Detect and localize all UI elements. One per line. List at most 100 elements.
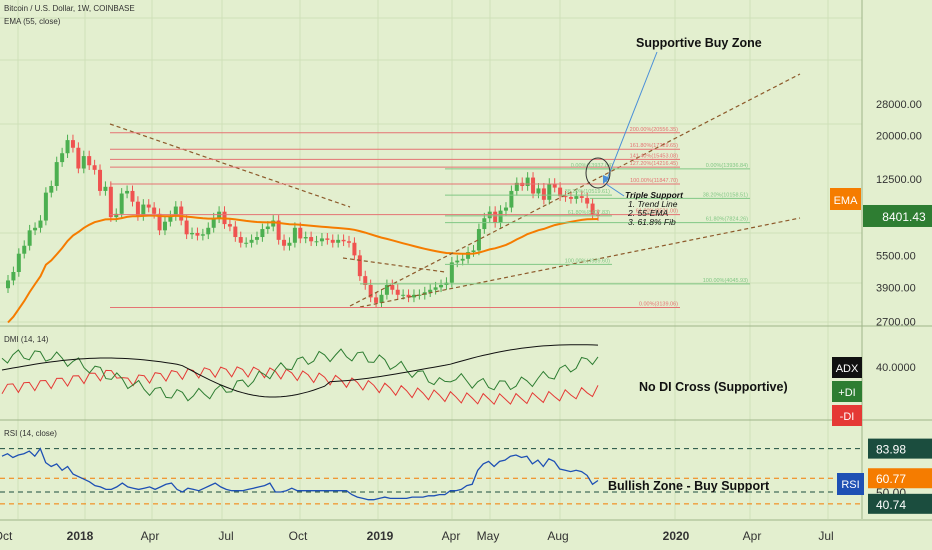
fib-label: 141.40%(15453.08) xyxy=(630,153,678,159)
rsi-level-badge xyxy=(868,468,932,489)
candle xyxy=(460,258,465,261)
candle xyxy=(292,227,297,243)
candle xyxy=(384,284,389,295)
triple-support-text: Triple Support xyxy=(625,190,684,200)
minus-di-line xyxy=(1,366,599,406)
candle xyxy=(265,226,270,230)
dmi-badge xyxy=(832,357,862,378)
candle xyxy=(363,276,368,285)
x-tick: Apr xyxy=(141,529,160,543)
candle xyxy=(190,232,195,235)
candle xyxy=(298,227,303,239)
candle xyxy=(525,177,530,186)
candle xyxy=(558,187,563,197)
rsi-badge-text: RSI xyxy=(841,479,859,491)
candle xyxy=(76,147,81,169)
candle xyxy=(401,294,406,296)
x-tick: Apr xyxy=(743,529,762,543)
candle xyxy=(162,221,167,231)
candle xyxy=(563,196,568,198)
dmi-badge-text: ADX xyxy=(836,363,859,375)
dmi-badge-text: +DI xyxy=(838,387,855,399)
rsi-level-badge xyxy=(868,438,932,459)
price-tick: 12500.00 xyxy=(876,174,922,186)
candle xyxy=(157,213,162,231)
last-price-badge xyxy=(863,204,932,227)
candle xyxy=(428,289,433,293)
fib-label: 0.00%(3139.06) xyxy=(639,302,678,308)
rsi-line xyxy=(1,447,599,501)
fib-label: 161.80%(17229.65) xyxy=(630,143,678,149)
rsi-level-badge xyxy=(868,493,932,514)
candle xyxy=(503,207,508,211)
candle xyxy=(108,186,113,218)
candle xyxy=(206,227,211,235)
dmi-annotation: No DI Cross (Supportive) xyxy=(639,380,788,394)
candle xyxy=(249,239,254,243)
candle xyxy=(38,220,43,228)
candle xyxy=(200,234,205,236)
x-tick: Oct xyxy=(289,529,308,543)
fib-label: 38.20%(10519.61) xyxy=(565,189,610,195)
candle xyxy=(287,242,292,246)
candle xyxy=(379,294,384,303)
fib-label: 200.00%(20556.35) xyxy=(630,127,678,133)
candle xyxy=(179,206,184,221)
candle xyxy=(227,224,232,227)
candle xyxy=(103,186,108,191)
price-tick: 3900.00 xyxy=(876,282,916,294)
candle xyxy=(547,183,552,200)
candle xyxy=(27,230,32,246)
candle xyxy=(6,280,10,289)
candle xyxy=(22,245,27,254)
candle xyxy=(92,165,97,170)
dmi-badge xyxy=(832,405,862,426)
candle xyxy=(125,190,130,194)
candle xyxy=(482,218,487,230)
candle xyxy=(135,201,140,217)
candle xyxy=(568,197,573,199)
x-tick: 2019 xyxy=(367,529,394,543)
candle xyxy=(238,237,243,243)
grid xyxy=(0,0,862,519)
candle xyxy=(493,211,498,223)
rsi-pane[interactable]: Bullish Zone - Buy Support xyxy=(0,447,862,505)
trend-line xyxy=(359,217,801,308)
x-tick: Jul xyxy=(218,529,233,543)
last-price-text: 8401.43 xyxy=(882,210,926,224)
price-pane[interactable]: 200.00%(20556.35) 161.80%(17229.65) 141.40… xyxy=(6,36,801,324)
fib-label: 61.80%(8407.83) xyxy=(568,210,610,216)
candle xyxy=(347,241,352,243)
dmi-badge-text: -DI xyxy=(840,411,855,423)
price-tick: 20000.00 xyxy=(876,130,922,142)
candle xyxy=(119,193,124,214)
x-tick: 2018 xyxy=(67,529,94,543)
candle xyxy=(152,207,157,214)
trend-line xyxy=(342,257,446,273)
candle xyxy=(411,294,416,298)
rsi-level-text: 40.74 xyxy=(876,498,906,512)
ema-legend: EMA (55, close) xyxy=(4,17,61,26)
x-tick: Apr xyxy=(442,529,461,543)
candle xyxy=(98,169,103,191)
candle xyxy=(466,252,471,259)
candle xyxy=(374,297,379,303)
ema-badge-text: EMA xyxy=(834,195,859,207)
candle xyxy=(417,294,422,296)
candle xyxy=(282,239,287,246)
candle xyxy=(87,156,92,166)
ema-badge xyxy=(830,188,861,210)
ema-line xyxy=(7,214,599,324)
candle xyxy=(574,196,579,199)
candle xyxy=(70,140,75,148)
candle xyxy=(254,237,259,240)
symbol-legend: Bitcoin / U.S. Dollar, 1W, COINBASE xyxy=(4,4,135,13)
candle xyxy=(195,232,200,236)
dmi-pane[interactable]: No DI Cross (Supportive) xyxy=(1,344,788,406)
fib-label: 61.80%(7824.26) xyxy=(706,217,748,223)
candle xyxy=(433,287,438,290)
candle xyxy=(368,284,373,298)
fib-label: 38.20%(10158.51) xyxy=(703,192,748,198)
candle xyxy=(16,253,21,272)
